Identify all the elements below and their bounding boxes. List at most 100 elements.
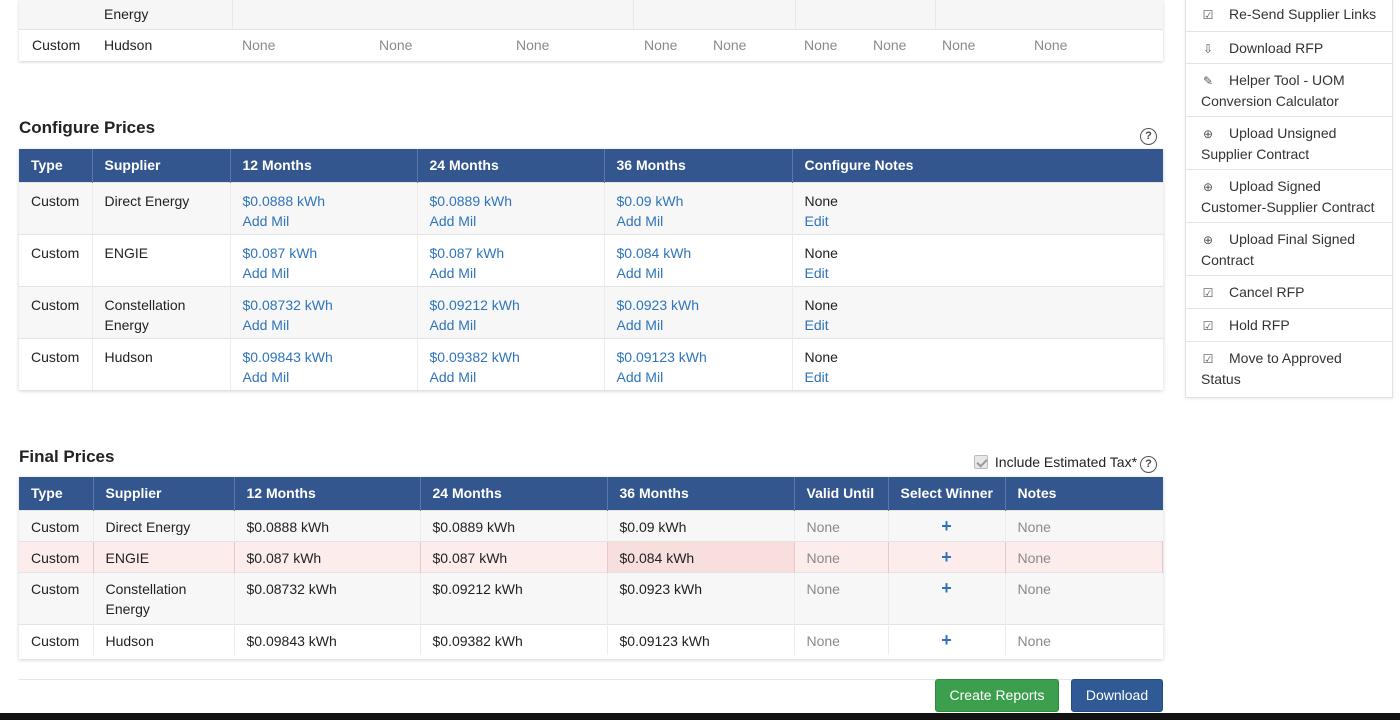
select-winner-plus-icon[interactable]: + — [888, 571, 1006, 624]
price-link[interactable]: $0.09382 kWh — [429, 348, 520, 365]
price-cell: $0.0888 kWh — [234, 509, 421, 541]
upload-icon: ⊕ — [1202, 180, 1214, 194]
column-header[interactable]: Notes — [1017, 485, 1057, 502]
sidebar-item-resend-supplier-links[interactable]: ☑ Re-Send Supplier Links — [1186, 0, 1392, 32]
select-winner-plus-icon[interactable]: + — [888, 509, 1006, 541]
sidebar-item-download-rfp[interactable]: ⇩ Download RFP — [1186, 32, 1392, 64]
actions-sidebar: ☑ Re-Send Supplier Links ⇩ Download RFP ✎ H… — [1185, 0, 1393, 398]
create-reports-button[interactable]: Create Reports — [935, 679, 1059, 712]
value-cell: None — [644, 37, 678, 53]
supplier-cell: Hudson — [92, 337, 231, 390]
price-link[interactable]: $0.0923 kWh — [616, 296, 700, 313]
price-cell: $0.09 kWh — [607, 509, 795, 541]
help-icon[interactable]: ? — [1140, 128, 1157, 145]
note-text: None — [804, 296, 838, 313]
pencil-icon: ✎ — [1202, 74, 1214, 88]
download-button[interactable]: Download — [1071, 679, 1163, 712]
table-row: Custom Constellation Energy $0.08732 kWh… — [19, 285, 1163, 338]
table-row: Custom Hudson $0.09843 kWh Add Mil $0.093… — [19, 337, 1163, 390]
edit-note-link[interactable]: Edit — [804, 368, 829, 385]
sidebar-item-hold-rfp[interactable]: ☑ Hold RFP — [1186, 309, 1392, 342]
add-mil-link[interactable]: Add Mil — [616, 264, 664, 281]
configure-prices-table: Type Supplier 12 Months 24 Months 36 Mon… — [19, 149, 1163, 390]
table-row: Custom Constellation Energy $0.08732 kWh… — [19, 571, 1163, 624]
notes-cell: None — [1005, 540, 1163, 572]
sidebar-item-label: Helper Tool - UOM Conversion Calculator — [1201, 72, 1345, 109]
valid-until-cell: None — [794, 509, 889, 541]
column-header[interactable]: 24 Months — [420, 477, 608, 510]
add-mil-link[interactable]: Add Mil — [242, 264, 290, 281]
add-mil-link[interactable]: Add Mil — [242, 212, 290, 229]
price-link[interactable]: $0.09843 kWh — [242, 348, 333, 365]
column-header[interactable]: Valid Until — [794, 477, 889, 510]
sidebar-item-uom-calculator[interactable]: ✎ Helper Tool - UOM Conversion Calculator — [1186, 64, 1392, 117]
sidebar-item-move-to-approved[interactable]: ☑ Move to Approved Status — [1186, 342, 1392, 397]
sidebar-item-label: Upload Signed Customer-Supplier Contract — [1201, 178, 1375, 215]
price-link[interactable]: $0.08732 kWh — [242, 296, 333, 313]
value-cell: None — [942, 37, 976, 53]
value-cell: None — [516, 37, 550, 53]
value-cell: None — [242, 37, 276, 53]
table-row: Custom Direct Energy $0.0888 kWh Add Mil … — [19, 181, 1163, 234]
price-link[interactable]: $0.0888 kWh — [242, 192, 326, 209]
upload-icon: ⊕ — [1202, 127, 1214, 141]
include-tax-toggle[interactable]: Include Estimated Tax* — [974, 453, 1137, 470]
price-link[interactable]: $0.09 kWh — [616, 192, 684, 209]
column-header[interactable]: Type — [19, 149, 93, 182]
table-row: Custom Hudson $0.09843 kWh $0.09382 kWh … — [19, 623, 1163, 655]
price-link[interactable]: $0.087 kWh — [242, 244, 318, 261]
add-mil-link[interactable]: Add Mil — [429, 368, 477, 385]
price-link[interactable]: $0.0889 kWh — [429, 192, 513, 209]
price-link[interactable]: $0.09123 kWh — [616, 348, 707, 365]
sidebar-item-cancel-rfp[interactable]: ☑ Cancel RFP — [1186, 276, 1392, 309]
column-header[interactable]: Type — [19, 477, 94, 510]
add-mil-link[interactable]: Add Mil — [429, 264, 477, 281]
type-cell: Custom — [19, 285, 93, 338]
add-mil-link[interactable]: Add Mil — [616, 316, 664, 333]
supplier-cell: Constellation Energy — [93, 571, 235, 624]
column-header[interactable]: 12 Months — [230, 149, 418, 182]
add-mil-link[interactable]: Add Mil — [429, 316, 477, 333]
price-link[interactable]: $0.084 kWh — [616, 244, 692, 261]
sidebar-item-label: Download RFP — [1229, 40, 1324, 56]
sidebar-item-label: Hold RFP — [1229, 317, 1290, 333]
supplier-cell: Hudson — [104, 37, 153, 53]
price-cell: $0.084 kWh — [607, 540, 795, 572]
help-icon[interactable]: ? — [1140, 456, 1157, 473]
supplier-cell: ENGIE — [93, 540, 235, 572]
price-cell: $0.0923 kWh — [607, 571, 795, 624]
sidebar-item-upload-signed[interactable]: ⊕ Upload Signed Customer-Supplier Contrac… — [1186, 170, 1392, 223]
column-header[interactable]: Supplier — [93, 477, 235, 510]
sidebar-item-upload-final[interactable]: ⊕ Upload Final Signed Contract — [1186, 223, 1392, 276]
add-mil-link[interactable]: Add Mil — [429, 212, 477, 229]
sidebar-item-label: Cancel RFP — [1229, 284, 1305, 300]
select-winner-plus-icon[interactable]: + — [888, 623, 1006, 655]
price-link[interactable]: $0.09212 kWh — [429, 296, 520, 313]
type-cell: Custom — [19, 181, 93, 234]
type-cell: Custom — [19, 233, 93, 286]
column-header[interactable]: 36 Months — [604, 149, 793, 182]
edit-note-link[interactable]: Edit — [804, 212, 829, 229]
download-icon: ⇩ — [1202, 42, 1214, 56]
edit-note-link[interactable]: Edit — [804, 264, 829, 281]
add-mil-link[interactable]: Add Mil — [242, 368, 290, 385]
column-header[interactable]: Supplier — [92, 149, 231, 182]
column-header[interactable]: 12 Months — [234, 477, 421, 510]
add-mil-link[interactable]: Add Mil — [242, 316, 290, 333]
price-link[interactable]: $0.087 kWh — [429, 244, 505, 261]
include-tax-checkbox[interactable] — [974, 455, 988, 470]
add-mil-link[interactable]: Add Mil — [616, 212, 664, 229]
column-header[interactable]: Configure Notes — [804, 157, 914, 174]
edit-note-link[interactable]: Edit — [804, 316, 829, 333]
price-cell: $0.08732 kWh — [234, 571, 421, 624]
add-mil-link[interactable]: Add Mil — [616, 368, 664, 385]
select-winner-plus-icon[interactable]: + — [888, 540, 1006, 572]
valid-until-cell: None — [794, 540, 889, 572]
sidebar-item-upload-unsigned[interactable]: ⊕ Upload Unsigned Supplier Contract — [1186, 117, 1392, 170]
supplier-cell: Direct Energy — [93, 509, 235, 541]
column-header[interactable]: 36 Months — [607, 477, 795, 510]
column-header[interactable]: Select Winner — [888, 477, 1006, 510]
type-cell: Custom — [32, 37, 81, 53]
column-header[interactable]: 24 Months — [417, 149, 605, 182]
supplier-cell: Hudson — [93, 623, 235, 655]
